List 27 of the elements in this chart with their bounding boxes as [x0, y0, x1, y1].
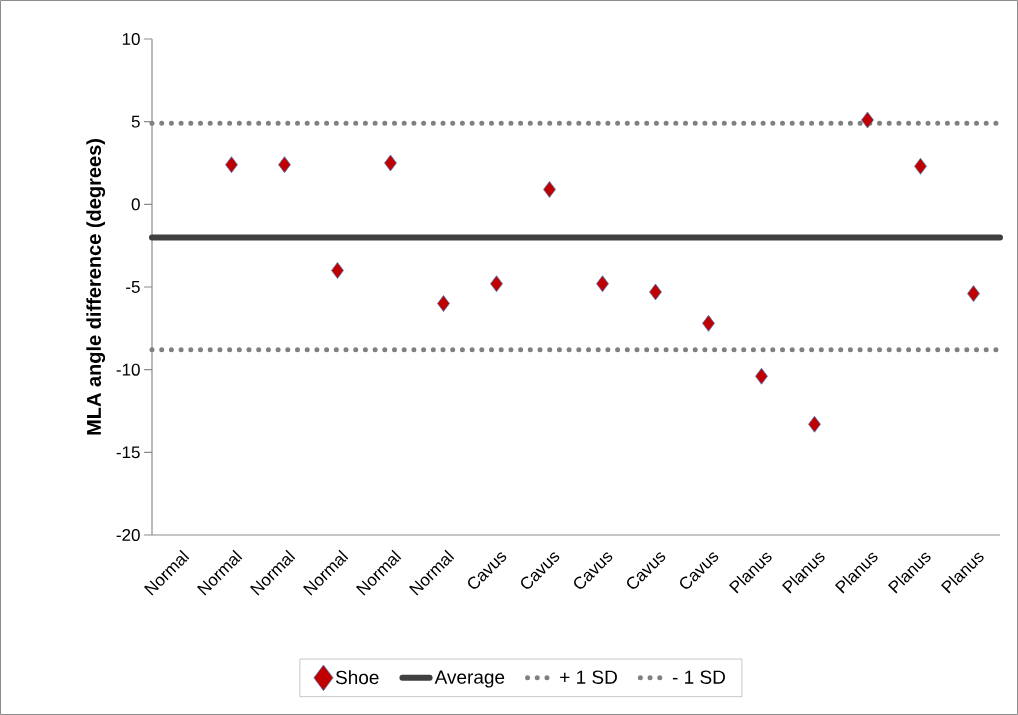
y-tick-label: 10 — [122, 32, 140, 46]
point — [702, 314, 715, 332]
point — [278, 156, 291, 174]
y-tick-label: -5 — [126, 281, 140, 293]
point — [490, 275, 503, 293]
y-tick-label: -15 — [116, 446, 140, 459]
legend-label: - 1 SD — [672, 670, 725, 684]
legend-label: Average — [434, 670, 505, 688]
y-tick-label: -10 — [116, 363, 140, 376]
y-tick-label: -20 — [116, 528, 140, 542]
point — [437, 295, 450, 312]
point — [596, 275, 609, 293]
point — [649, 283, 662, 301]
point — [755, 367, 768, 385]
y-tick-label: 5 — [131, 115, 140, 128]
point — [914, 157, 927, 175]
y-axis-title: MLA angle difference (degrees) — [86, 139, 106, 435]
y-tick-label: 0 — [131, 198, 140, 211]
point — [967, 285, 980, 303]
point — [808, 415, 821, 433]
point — [225, 156, 238, 174]
point — [384, 154, 397, 172]
legend-label: Shoe — [335, 670, 379, 685]
point — [861, 111, 874, 129]
point — [331, 262, 344, 279]
legend-label: + 1 SD — [560, 670, 617, 684]
point — [543, 181, 556, 198]
